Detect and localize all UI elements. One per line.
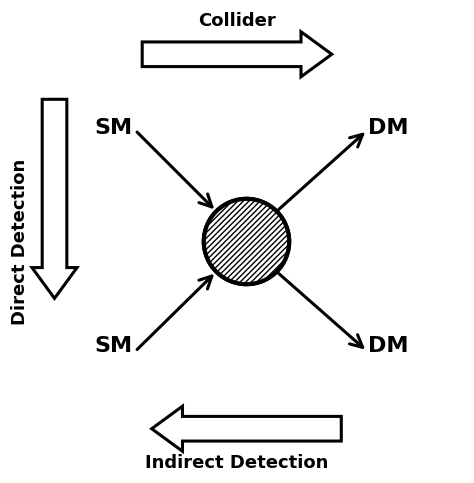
Text: Direct Detection: Direct Detection — [11, 158, 29, 325]
Text: SM: SM — [95, 118, 133, 138]
Text: Collider: Collider — [198, 12, 276, 30]
FancyArrow shape — [142, 32, 332, 77]
Text: DM: DM — [368, 336, 409, 356]
Text: Indirect Detection: Indirect Detection — [146, 455, 328, 472]
FancyArrow shape — [32, 99, 77, 298]
Text: SM: SM — [95, 336, 133, 356]
Circle shape — [205, 200, 288, 283]
FancyArrow shape — [152, 406, 341, 451]
Text: DM: DM — [368, 118, 409, 138]
Circle shape — [204, 199, 289, 284]
